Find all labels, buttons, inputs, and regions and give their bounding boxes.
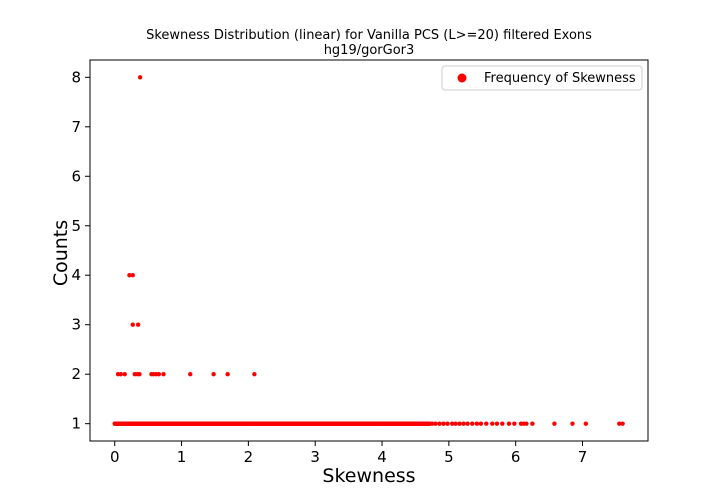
- y-tick-label: 1: [71, 415, 81, 433]
- x-tick-label: 2: [244, 448, 254, 466]
- data-point: [161, 372, 166, 377]
- data-points: [112, 75, 625, 426]
- data-point: [118, 372, 123, 377]
- data-point: [494, 421, 500, 426]
- data-point: [470, 421, 475, 426]
- y-axis-ticks: 1 2 3 4 5 6 7 8: [71, 68, 90, 433]
- data-point: [449, 421, 455, 426]
- data-point: [453, 421, 458, 426]
- data-point: [512, 421, 517, 426]
- data-point: [122, 372, 127, 377]
- x-tick-label: 3: [310, 448, 320, 466]
- data-point: [135, 322, 141, 327]
- data-point: [211, 372, 216, 377]
- data-point: [433, 421, 438, 426]
- data-point: [457, 421, 462, 426]
- x-tick-label: 5: [444, 448, 454, 466]
- data-point: [137, 75, 143, 80]
- data-point: [500, 421, 505, 426]
- data-point: [441, 421, 446, 426]
- legend-marker: [457, 73, 467, 83]
- data-point: [465, 421, 470, 426]
- chart-subtitle: hg19/gorGor3: [324, 43, 415, 58]
- chart-title: Skewness Distribution (linear) for Vanil…: [146, 28, 592, 43]
- x-tick-label: 1: [177, 448, 187, 466]
- y-tick-label: 2: [71, 365, 81, 383]
- x-tick-label: 4: [377, 448, 387, 466]
- data-point: [484, 421, 489, 426]
- data-point: [130, 273, 135, 278]
- y-tick-label: 5: [71, 217, 81, 235]
- data-point: [461, 421, 466, 426]
- data-point: [552, 421, 557, 426]
- y-tick-label: 4: [71, 266, 81, 284]
- plot-area-frame: [89, 59, 649, 442]
- data-point: [188, 372, 193, 377]
- data-point: [490, 421, 495, 426]
- data-point: [530, 421, 535, 426]
- legend-label: Frequency of Skewness: [484, 71, 636, 86]
- data-point: [127, 273, 132, 278]
- y-tick-label: 6: [71, 167, 81, 185]
- y-axis-label: Counts: [50, 220, 72, 286]
- y-tick-label: 8: [71, 68, 81, 86]
- data-point: [617, 421, 622, 426]
- x-axis-ticks: 0 1 2 3 4 5 6 7: [110, 441, 587, 466]
- data-point: [437, 421, 442, 426]
- data-point: [429, 421, 435, 426]
- data-point: [524, 421, 529, 426]
- data-point: [252, 372, 257, 377]
- legend-box: [441, 65, 643, 91]
- data-point: [583, 421, 589, 426]
- legend: Frequency of Skewness: [441, 65, 643, 91]
- data-point: [474, 421, 480, 426]
- data-point: [620, 421, 625, 426]
- y-tick-label: 3: [71, 316, 81, 334]
- data-point: [156, 372, 162, 377]
- data-point: [478, 421, 484, 426]
- x-axis-label: Skewness: [322, 465, 415, 487]
- data-point: [445, 421, 450, 426]
- data-point: [570, 421, 575, 426]
- x-tick-label: 7: [578, 448, 588, 466]
- data-point: [506, 421, 512, 426]
- x-tick-label: 0: [110, 448, 120, 466]
- data-point: [137, 372, 142, 377]
- data-point: [225, 372, 230, 377]
- data-point: [130, 322, 135, 327]
- y-tick-label: 7: [71, 118, 81, 136]
- x-tick-label: 6: [511, 448, 521, 466]
